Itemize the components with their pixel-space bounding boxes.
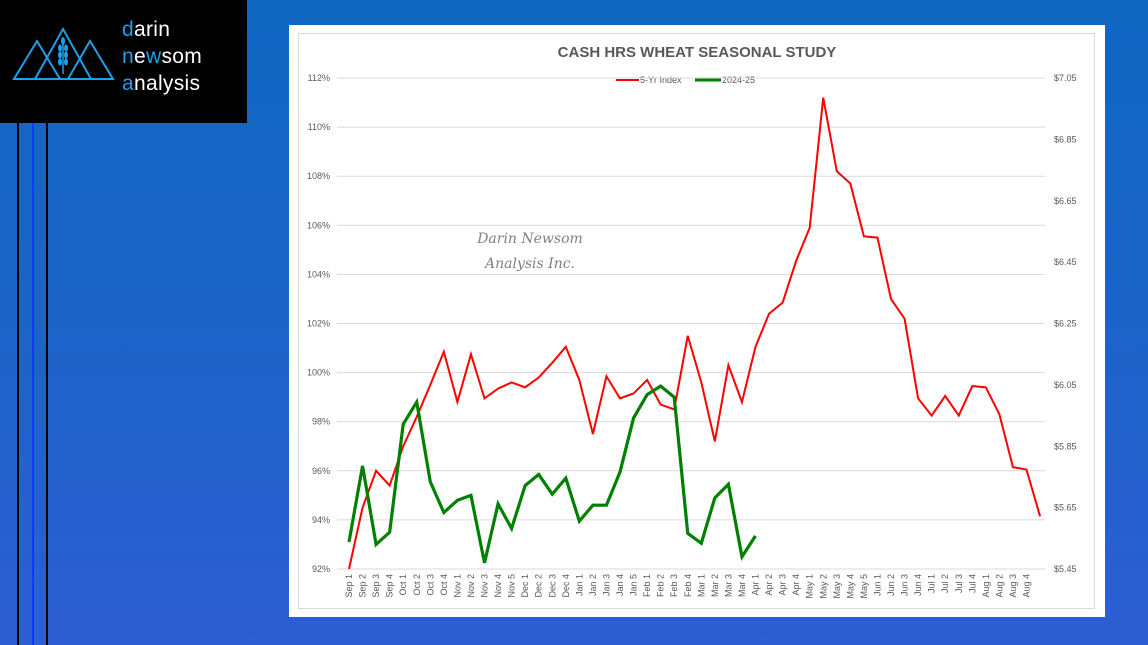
x-tick-label: Feb 2 bbox=[656, 574, 666, 597]
x-tick-label: Sep 1 bbox=[344, 574, 354, 598]
logo-line-newsom: newsom bbox=[122, 45, 203, 68]
logo-line-darin: darin bbox=[122, 18, 171, 41]
x-tick-label: Jan 2 bbox=[588, 574, 598, 596]
x-tick-label: Feb 4 bbox=[683, 574, 693, 597]
x-tick-label: Oct 2 bbox=[412, 574, 422, 596]
x-tick-label: Sep 3 bbox=[371, 574, 381, 598]
x-tick-label: Aug 1 bbox=[981, 574, 991, 598]
x-tick-label: Aug 4 bbox=[1022, 574, 1032, 598]
x-tick-label: Jan 1 bbox=[574, 574, 584, 596]
x-tick-label: May 1 bbox=[805, 574, 815, 599]
y-left-tick-label: 108% bbox=[307, 171, 330, 181]
x-tick-label: Jun 4 bbox=[913, 574, 923, 596]
watermark-line-1: Darin Newsom bbox=[476, 231, 583, 247]
legend-label-5yr: 5-Yr Index bbox=[640, 75, 682, 85]
x-tick-label: May 4 bbox=[845, 574, 855, 599]
y-left-tick-label: 92% bbox=[312, 564, 330, 574]
y-right-tick-label: $6.25 bbox=[1054, 319, 1077, 329]
y-right-tick-label: $5.65 bbox=[1054, 503, 1077, 513]
x-tick-label: Nov 1 bbox=[452, 574, 462, 598]
y-right-tick-label: $5.45 bbox=[1054, 564, 1077, 574]
x-tick-label: Dec 3 bbox=[547, 574, 557, 598]
x-tick-label: May 5 bbox=[859, 574, 869, 599]
x-tick-label: May 2 bbox=[818, 574, 828, 599]
x-tick-label: Mar 2 bbox=[710, 574, 720, 597]
logo-line-analysis: analysis bbox=[122, 72, 201, 95]
x-tick-label: Nov 2 bbox=[466, 574, 476, 598]
decor-line-blue bbox=[32, 123, 34, 645]
y-right-tick-label: $7.05 bbox=[1054, 73, 1077, 83]
logo: darin newsom analysis bbox=[0, 0, 247, 123]
x-tick-label: May 3 bbox=[832, 574, 842, 599]
chart-area-border bbox=[298, 33, 1095, 609]
y-left-tick-label: 96% bbox=[312, 466, 330, 476]
decor-line-black-2 bbox=[46, 123, 48, 645]
y-right-tick-label: $6.45 bbox=[1054, 257, 1077, 267]
x-tick-label: Jun 2 bbox=[886, 574, 896, 596]
legend: 5-Yr Index 2024-25 bbox=[616, 75, 755, 85]
x-tick-label: Dec 2 bbox=[534, 574, 544, 598]
series-line-5yr-index bbox=[348, 97, 1042, 570]
x-tick-label: Nov 4 bbox=[493, 574, 503, 598]
x-tick-label: Aug 3 bbox=[1008, 574, 1018, 598]
x-tick-label: Dec 4 bbox=[561, 574, 571, 598]
y-right-tick-label: $6.65 bbox=[1054, 196, 1077, 206]
x-tick-label: Jul 4 bbox=[967, 574, 977, 593]
x-tick-label: Apr 3 bbox=[778, 574, 788, 596]
x-tick-label: Jan 4 bbox=[615, 574, 625, 596]
x-tick-label: Jul 3 bbox=[954, 574, 964, 593]
y-left-tick-label: 104% bbox=[307, 269, 330, 279]
x-tick-label: Jul 2 bbox=[940, 574, 950, 593]
x-tick-label: Jul 1 bbox=[927, 574, 937, 593]
chart-panel bbox=[289, 25, 1105, 617]
watermark-line-2: Analysis Inc. bbox=[483, 256, 575, 272]
x-tick-label: Feb 1 bbox=[642, 574, 652, 597]
y-left-tick-label: 110% bbox=[308, 122, 330, 132]
y-left-tick-label: 106% bbox=[307, 220, 330, 230]
x-tick-label: Sep 4 bbox=[385, 574, 395, 598]
x-tick-label: Nov 3 bbox=[480, 574, 490, 598]
x-tick-label: Mar 3 bbox=[723, 574, 733, 597]
x-tick-label: Sep 2 bbox=[358, 574, 368, 598]
x-tick-label: Mar 4 bbox=[737, 574, 747, 597]
y-right-tick-label: $6.05 bbox=[1054, 380, 1077, 390]
decor-line-black-1 bbox=[17, 123, 19, 645]
x-tick-label: Oct 3 bbox=[425, 574, 435, 596]
y-left-tick-label: 112% bbox=[308, 73, 330, 83]
x-tick-label: Feb 3 bbox=[669, 574, 679, 597]
x-tick-label: Apr 4 bbox=[791, 574, 801, 596]
y-left-tick-label: 98% bbox=[312, 417, 330, 427]
x-tick-label: Jun 1 bbox=[872, 574, 882, 596]
x-tick-label: Dec 1 bbox=[520, 574, 530, 598]
x-tick-label: Oct 1 bbox=[398, 574, 408, 596]
y-left-tick-label: 102% bbox=[307, 319, 330, 329]
x-tick-label: Aug 2 bbox=[994, 574, 1004, 598]
y-right-tick-label: $5.85 bbox=[1054, 441, 1077, 451]
x-tick-label: Apr 2 bbox=[764, 574, 774, 596]
series-line-2024-25 bbox=[347, 384, 757, 564]
x-tick-label: Nov 5 bbox=[507, 574, 517, 598]
chart-title: CASH HRS WHEAT SEASONAL STUDY bbox=[558, 44, 837, 61]
legend-label-2024-25: 2024-25 bbox=[722, 75, 755, 85]
x-tick-label: Apr 1 bbox=[751, 574, 761, 596]
y-right-tick-label: $6.85 bbox=[1054, 134, 1077, 144]
y-left-tick-label: 94% bbox=[312, 515, 330, 525]
x-tick-label: Oct 4 bbox=[439, 574, 449, 596]
x-tick-label: Jan 5 bbox=[629, 574, 639, 596]
mountain-wheat-icon bbox=[12, 26, 115, 80]
x-tick-label: Jun 3 bbox=[900, 574, 910, 596]
x-tick-label: Mar 1 bbox=[696, 574, 706, 597]
x-tick-label: Jan 3 bbox=[601, 574, 611, 596]
y-left-tick-label: 100% bbox=[307, 368, 330, 378]
